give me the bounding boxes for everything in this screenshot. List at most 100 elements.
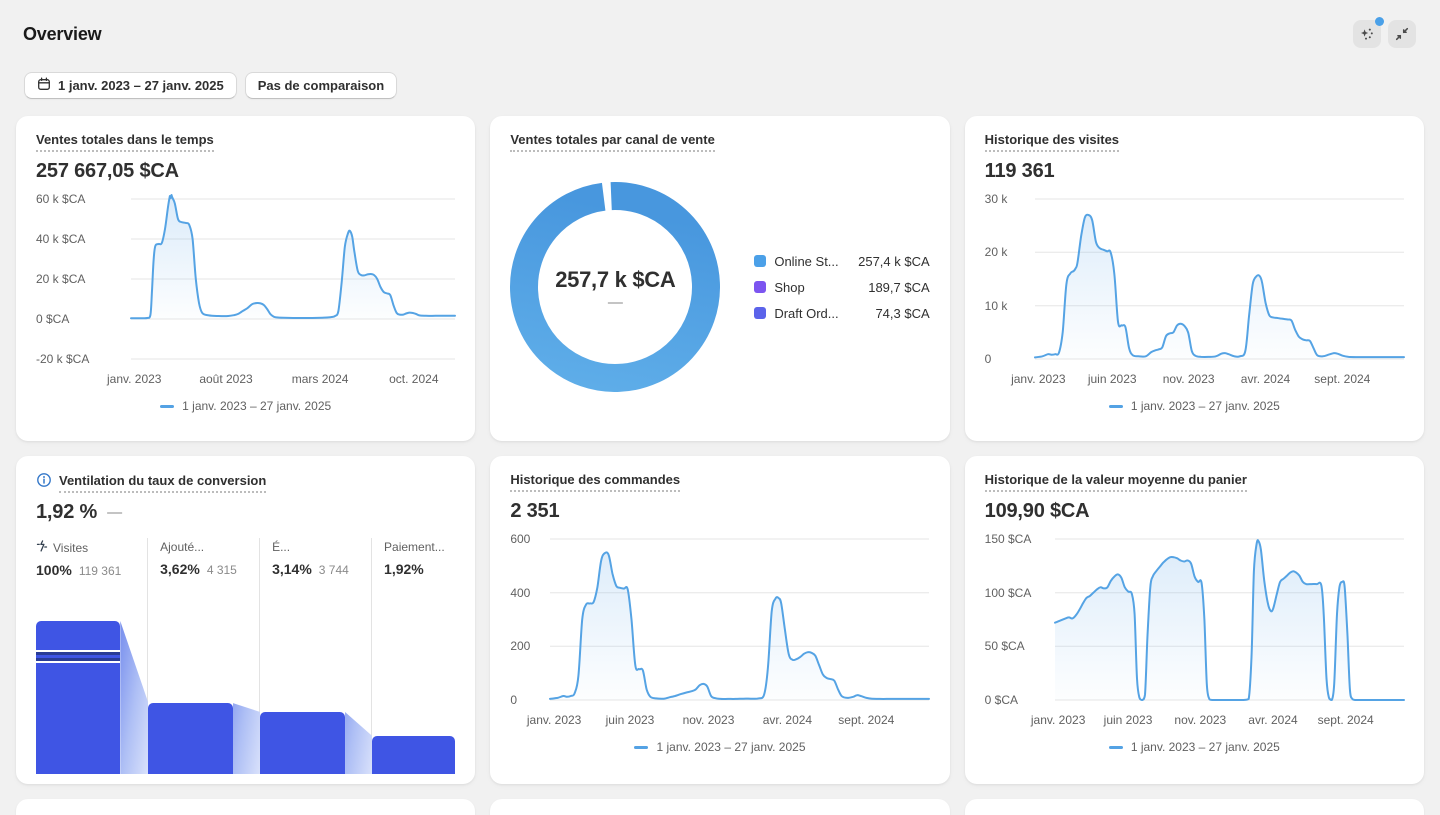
y-axis-label: 10 k: [984, 298, 1008, 313]
y-axis-label: 40 k $CA: [36, 232, 86, 246]
line-chart: 30 k 20 k 10 k 0: [984, 192, 1405, 366]
card-total-sales: Ventes totales dans le temps 257 667,05 …: [16, 116, 476, 441]
funnel-bar-added-to-cart[interactable]: [148, 703, 233, 774]
funnel-step-count: 4 315: [206, 563, 237, 577]
card-sales-by-channel: Ventes totales par canal de vente 257,7 …: [490, 116, 950, 441]
funnel-transition: [345, 712, 373, 774]
card-value-visits: 119 361: [984, 160, 1055, 182]
funnel-step-label: Ajouté...: [160, 540, 205, 554]
funnel-step-count: 119 361: [78, 564, 122, 578]
card-title-visits[interactable]: Historique des visites: [984, 132, 1120, 152]
collapse-button[interactable]: [1388, 20, 1416, 48]
y-axis-label: 30 k: [984, 192, 1008, 206]
card-title-sales-by-channel[interactable]: Ventes totales par canal de vente: [510, 132, 715, 152]
axis-break-marks: [36, 650, 121, 663]
x-axis-label: juin 2023: [1087, 372, 1137, 386]
funnel-step-pct: 100%: [36, 562, 72, 578]
funnel-header: Ventilation du taux de conversion: [36, 472, 455, 493]
bolt-icon: [36, 540, 48, 555]
funnel-value-row: 1,92 % —: [36, 500, 455, 524]
funnel-step-label: Paiement...: [384, 540, 445, 554]
legend-label: 1 janv. 2023 – 27 janv. 2025: [1130, 740, 1280, 754]
notification-dot: [1375, 17, 1384, 26]
legend-dash-icon: [1108, 745, 1123, 749]
plot-area[interactable]: [1033, 198, 1405, 360]
no-comparison-dash: —: [107, 503, 123, 521]
comparison-button[interactable]: Pas de comparaison: [244, 72, 398, 99]
y-axis: 600 400 200 0: [510, 532, 550, 707]
funnel-step-visits: Visites 100% 119 361: [36, 540, 121, 578]
donut-ring[interactable]: 257,7 k $CA —: [510, 182, 721, 392]
legend-swatch-icon: [754, 307, 767, 319]
legend-dash-icon: [160, 404, 175, 408]
x-axis-label: juin 2023: [605, 713, 655, 727]
page-title: Overview: [23, 23, 102, 44]
funnel-bar-checkout[interactable]: [260, 712, 346, 774]
line-chart: 60 k $CA 40 k $CA 20 k $CA 0 $CA -20 k $CA: [36, 192, 456, 366]
y-axis-label: 200: [510, 639, 531, 654]
y-axis-label: -20 k $CA: [36, 352, 90, 366]
legend-channel-value: 74,3 $CA: [875, 305, 930, 321]
metrics-grid: Ventes totales dans le temps 257 667,05 …: [16, 116, 1424, 815]
legend-channel-value: 189,7 $CA: [868, 279, 930, 295]
card-value-total-sales: 257 667,05 $CA: [36, 160, 179, 182]
y-axis-label: 100 $CA: [984, 585, 1032, 600]
x-axis-label: nov. 2023: [682, 713, 735, 727]
plot-area[interactable]: [130, 194, 456, 360]
funnel-bars: [36, 600, 456, 774]
funnel-bar-visits[interactable]: [36, 621, 121, 774]
funnel-bar-payment[interactable]: [372, 736, 456, 774]
line-chart-svg: [1033, 198, 1405, 360]
analytics-assistant-button[interactable]: [1353, 17, 1384, 48]
date-range-button[interactable]: 1 janv. 2023 – 27 janv. 2025: [24, 72, 237, 99]
card-title-orders[interactable]: Historique des commandes: [510, 472, 681, 492]
funnel-step-pct: 1,92%: [384, 561, 424, 577]
card-title-aov[interactable]: Historique de la valeur moyenne du panie…: [984, 472, 1247, 492]
y-axis-label: 60 k $CA: [36, 192, 86, 206]
x-axis-label: avr. 2024: [1240, 372, 1291, 386]
comparison-label: Pas de comparaison: [257, 78, 385, 93]
x-axis-label: juin 2023: [1103, 713, 1153, 727]
legend-label: 1 janv. 2023 – 27 janv. 2025: [656, 740, 806, 754]
y-axis-label: 150 $CA: [984, 532, 1032, 546]
plot-area[interactable]: [1053, 538, 1405, 701]
card-title-conversion[interactable]: Ventilation du taux de conversion: [59, 473, 267, 493]
legend-channel-label: Online St...: [774, 253, 839, 269]
card-visits: Historique des visites 119 361 30 k 20 k 1…: [964, 116, 1424, 441]
y-axis-label: 0: [984, 352, 992, 366]
legend-label: 1 janv. 2023 – 27 janv. 2025: [182, 399, 332, 413]
funnel-divider: [259, 538, 261, 774]
y-axis: 60 k $CA 40 k $CA 20 k $CA 0 $CA -20 k $CA: [36, 192, 131, 366]
donut-legend-row: Draft Ord... 74,3 $CA: [754, 305, 930, 321]
y-axis-label: 20 k $CA: [36, 272, 86, 286]
funnel-step-checkout: É... 3,14% 3 744: [272, 540, 349, 577]
funnel-step-payment: Paiement... 1,92%: [384, 540, 445, 577]
line-chart-svg: [1053, 538, 1405, 701]
donut-chart: 257,7 k $CA — Online St... 257,4 k $CA Sho…: [510, 182, 930, 392]
x-axis-label: janv. 2023: [1011, 372, 1066, 386]
x-axis-label: sept. 2024: [1317, 713, 1374, 727]
x-axis-label: août 2023: [199, 372, 253, 386]
collapse-icon: [1395, 27, 1409, 41]
line-chart-svg: [130, 194, 456, 360]
card-title-total-sales[interactable]: Ventes totales dans le temps: [36, 132, 214, 152]
top-bar: Overview: [0, 0, 1440, 48]
card-value-aov: 109,90 $CA: [984, 500, 1090, 522]
funnel-step-pct: 3,14%: [272, 561, 312, 577]
donut-svg: [510, 182, 721, 392]
date-range-label: 1 janv. 2023 – 27 janv. 2025: [58, 78, 224, 93]
card-value-conversion: 1,92 %: [36, 501, 98, 523]
legend-label: 1 janv. 2023 – 27 janv. 2025: [1130, 399, 1280, 413]
y-axis-label: 20 k: [984, 245, 1008, 260]
y-axis-label: 0 $CA: [36, 312, 70, 326]
x-axis: janv. 2023 août 2023 mars 2024 oct. 2024: [107, 372, 455, 387]
plot-area[interactable]: [549, 538, 931, 701]
x-axis-label: sept. 2024: [838, 713, 895, 727]
line-chart-svg: [549, 538, 931, 701]
x-axis-label: avr. 2024: [762, 713, 813, 727]
funnel-step-label: É...: [272, 540, 291, 554]
x-axis-label: sept. 2024: [1314, 372, 1371, 386]
funnel-step-added-to-cart: Ajouté... 3,62% 4 315: [160, 540, 237, 577]
card-stub: [16, 799, 476, 815]
info-icon[interactable]: [36, 472, 52, 493]
